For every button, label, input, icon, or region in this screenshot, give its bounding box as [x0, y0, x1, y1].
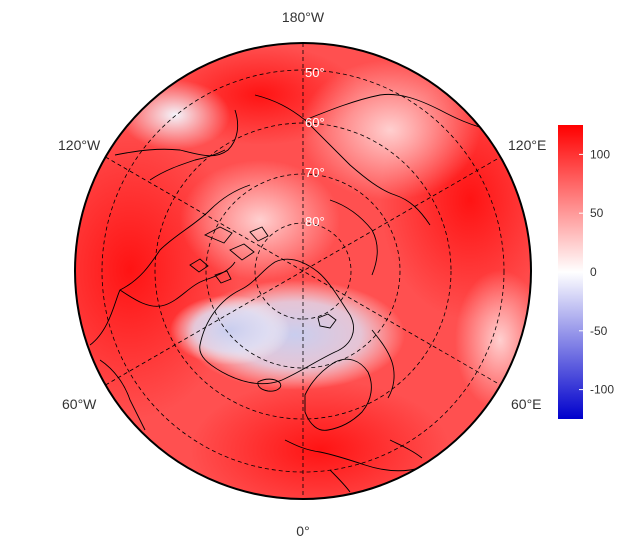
colorbar-tick-label: 50 — [590, 206, 604, 220]
colorbar: 100 50 0 -50 -100 — [558, 125, 614, 419]
coastline-iceland — [257, 378, 282, 392]
coastline-alaska — [114, 109, 239, 157]
field-pink-east-edge — [455, 270, 531, 410]
coastline-svalbard — [317, 313, 337, 329]
anomaly-field — [75, 43, 531, 499]
field-blue-greenland-west — [170, 295, 290, 365]
graticule-lon-60w-120e — [105, 156, 501, 386]
graticule-lon-120w-60e — [105, 156, 501, 386]
lon-label-120w: 120°W — [58, 137, 101, 153]
colorbar-tick-label: 0 — [590, 265, 597, 279]
lon-label-60e: 60°E — [511, 396, 542, 412]
colorbar-gradient — [558, 125, 583, 419]
lon-label-180w: 180°W — [282, 9, 325, 25]
colorbar-tick-label: 100 — [590, 147, 610, 161]
field-pink-arctic — [180, 160, 340, 280]
field-pink-siberia — [300, 60, 480, 200]
field-red-west — [75, 120, 240, 420]
lon-label-60w: 60°W — [62, 396, 97, 412]
graticule-lat-60 — [154, 122, 452, 420]
lat-label-80: 80° — [305, 214, 325, 229]
colorbar-tick-label: -50 — [590, 324, 608, 338]
coastline-greenland — [199, 258, 354, 385]
colorbar-ticks: 100 50 0 -50 -100 — [579, 147, 614, 397]
lat-label-70: 70° — [305, 165, 325, 180]
coastline-hudson — [99, 359, 146, 431]
coastline-siberia — [254, 93, 491, 276]
colorbar-tick-label: -100 — [590, 383, 614, 397]
map-boundary — [74, 42, 532, 500]
lat-label-60: 60° — [305, 115, 325, 130]
graticule-lat-70 — [205, 173, 401, 369]
lon-label-120e: 120°E — [508, 137, 546, 153]
graticule-lat-80 — [254, 222, 352, 320]
lon-label-0: 0° — [296, 523, 309, 539]
coastline-arctic-islands — [189, 226, 269, 284]
graticule — [101, 43, 505, 499]
lat-label-50: 50° — [305, 65, 325, 80]
